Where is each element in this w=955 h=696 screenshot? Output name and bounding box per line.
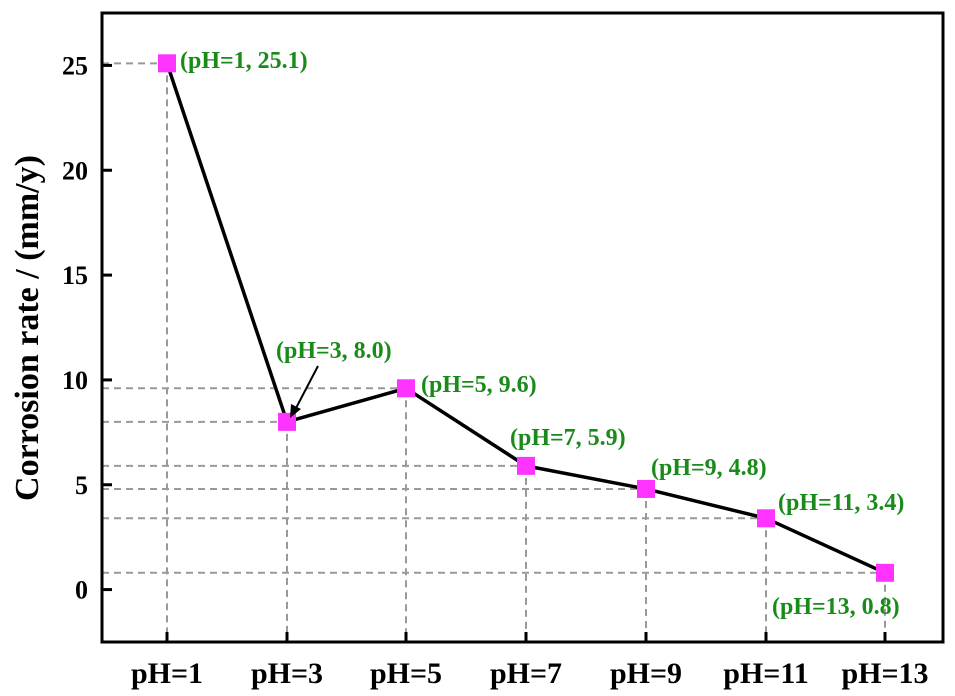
y-tick-label: 15 <box>62 261 88 290</box>
series-layer <box>158 54 894 582</box>
y-axis-title: Corrosion rate / (mm/y) <box>9 155 46 501</box>
y-tick-label: 25 <box>62 51 88 80</box>
x-tick-label: pH=13 <box>841 657 928 690</box>
x-axis: pH=1 pH=3 pH=5 pH=7 pH=9 pH=11 pH=13 <box>131 632 929 690</box>
data-label: (pH=9, 4.8) <box>651 455 767 481</box>
data-label: (pH=7, 5.9) <box>510 425 626 451</box>
data-point <box>278 412 296 431</box>
x-tick-label: pH=5 <box>370 657 442 690</box>
annotation-arrow <box>290 365 319 418</box>
data-point <box>517 456 535 475</box>
data-point <box>158 54 176 73</box>
arrow-shaft <box>294 365 319 411</box>
data-label: (pH=3, 8.0) <box>276 338 392 364</box>
plot-frame <box>100 11 945 644</box>
data-point <box>757 509 775 528</box>
data-label: (pH=1, 25.1) <box>180 48 308 74</box>
y-axis: 0 5 10 15 20 25 <box>62 51 112 605</box>
y-tick-label: 5 <box>75 471 88 500</box>
x-tick-label: pH=11 <box>723 657 808 690</box>
y-tick-label: 0 <box>75 576 88 605</box>
guide-lines <box>102 62 886 642</box>
y-tick-label: 20 <box>62 156 88 185</box>
arrow-head <box>290 404 301 418</box>
y-tick-label: 10 <box>62 366 88 395</box>
data-labels: (pH=1, 25.1) (pH=3, 8.0) (pH=5, 9.6) (pH=7,… <box>180 48 904 620</box>
x-tick-label: pH=1 <box>131 657 203 690</box>
data-point <box>397 379 415 398</box>
x-tick-label: pH=9 <box>610 657 682 690</box>
data-label: (pH=11, 3.4) <box>778 490 904 516</box>
data-point <box>876 563 894 582</box>
data-label: (pH=13, 0.8) <box>772 594 900 620</box>
data-label: (pH=5, 9.6) <box>421 372 537 398</box>
x-tick-label: pH=3 <box>251 657 323 690</box>
data-point <box>637 479 655 498</box>
x-tick-label: pH=7 <box>490 657 562 690</box>
